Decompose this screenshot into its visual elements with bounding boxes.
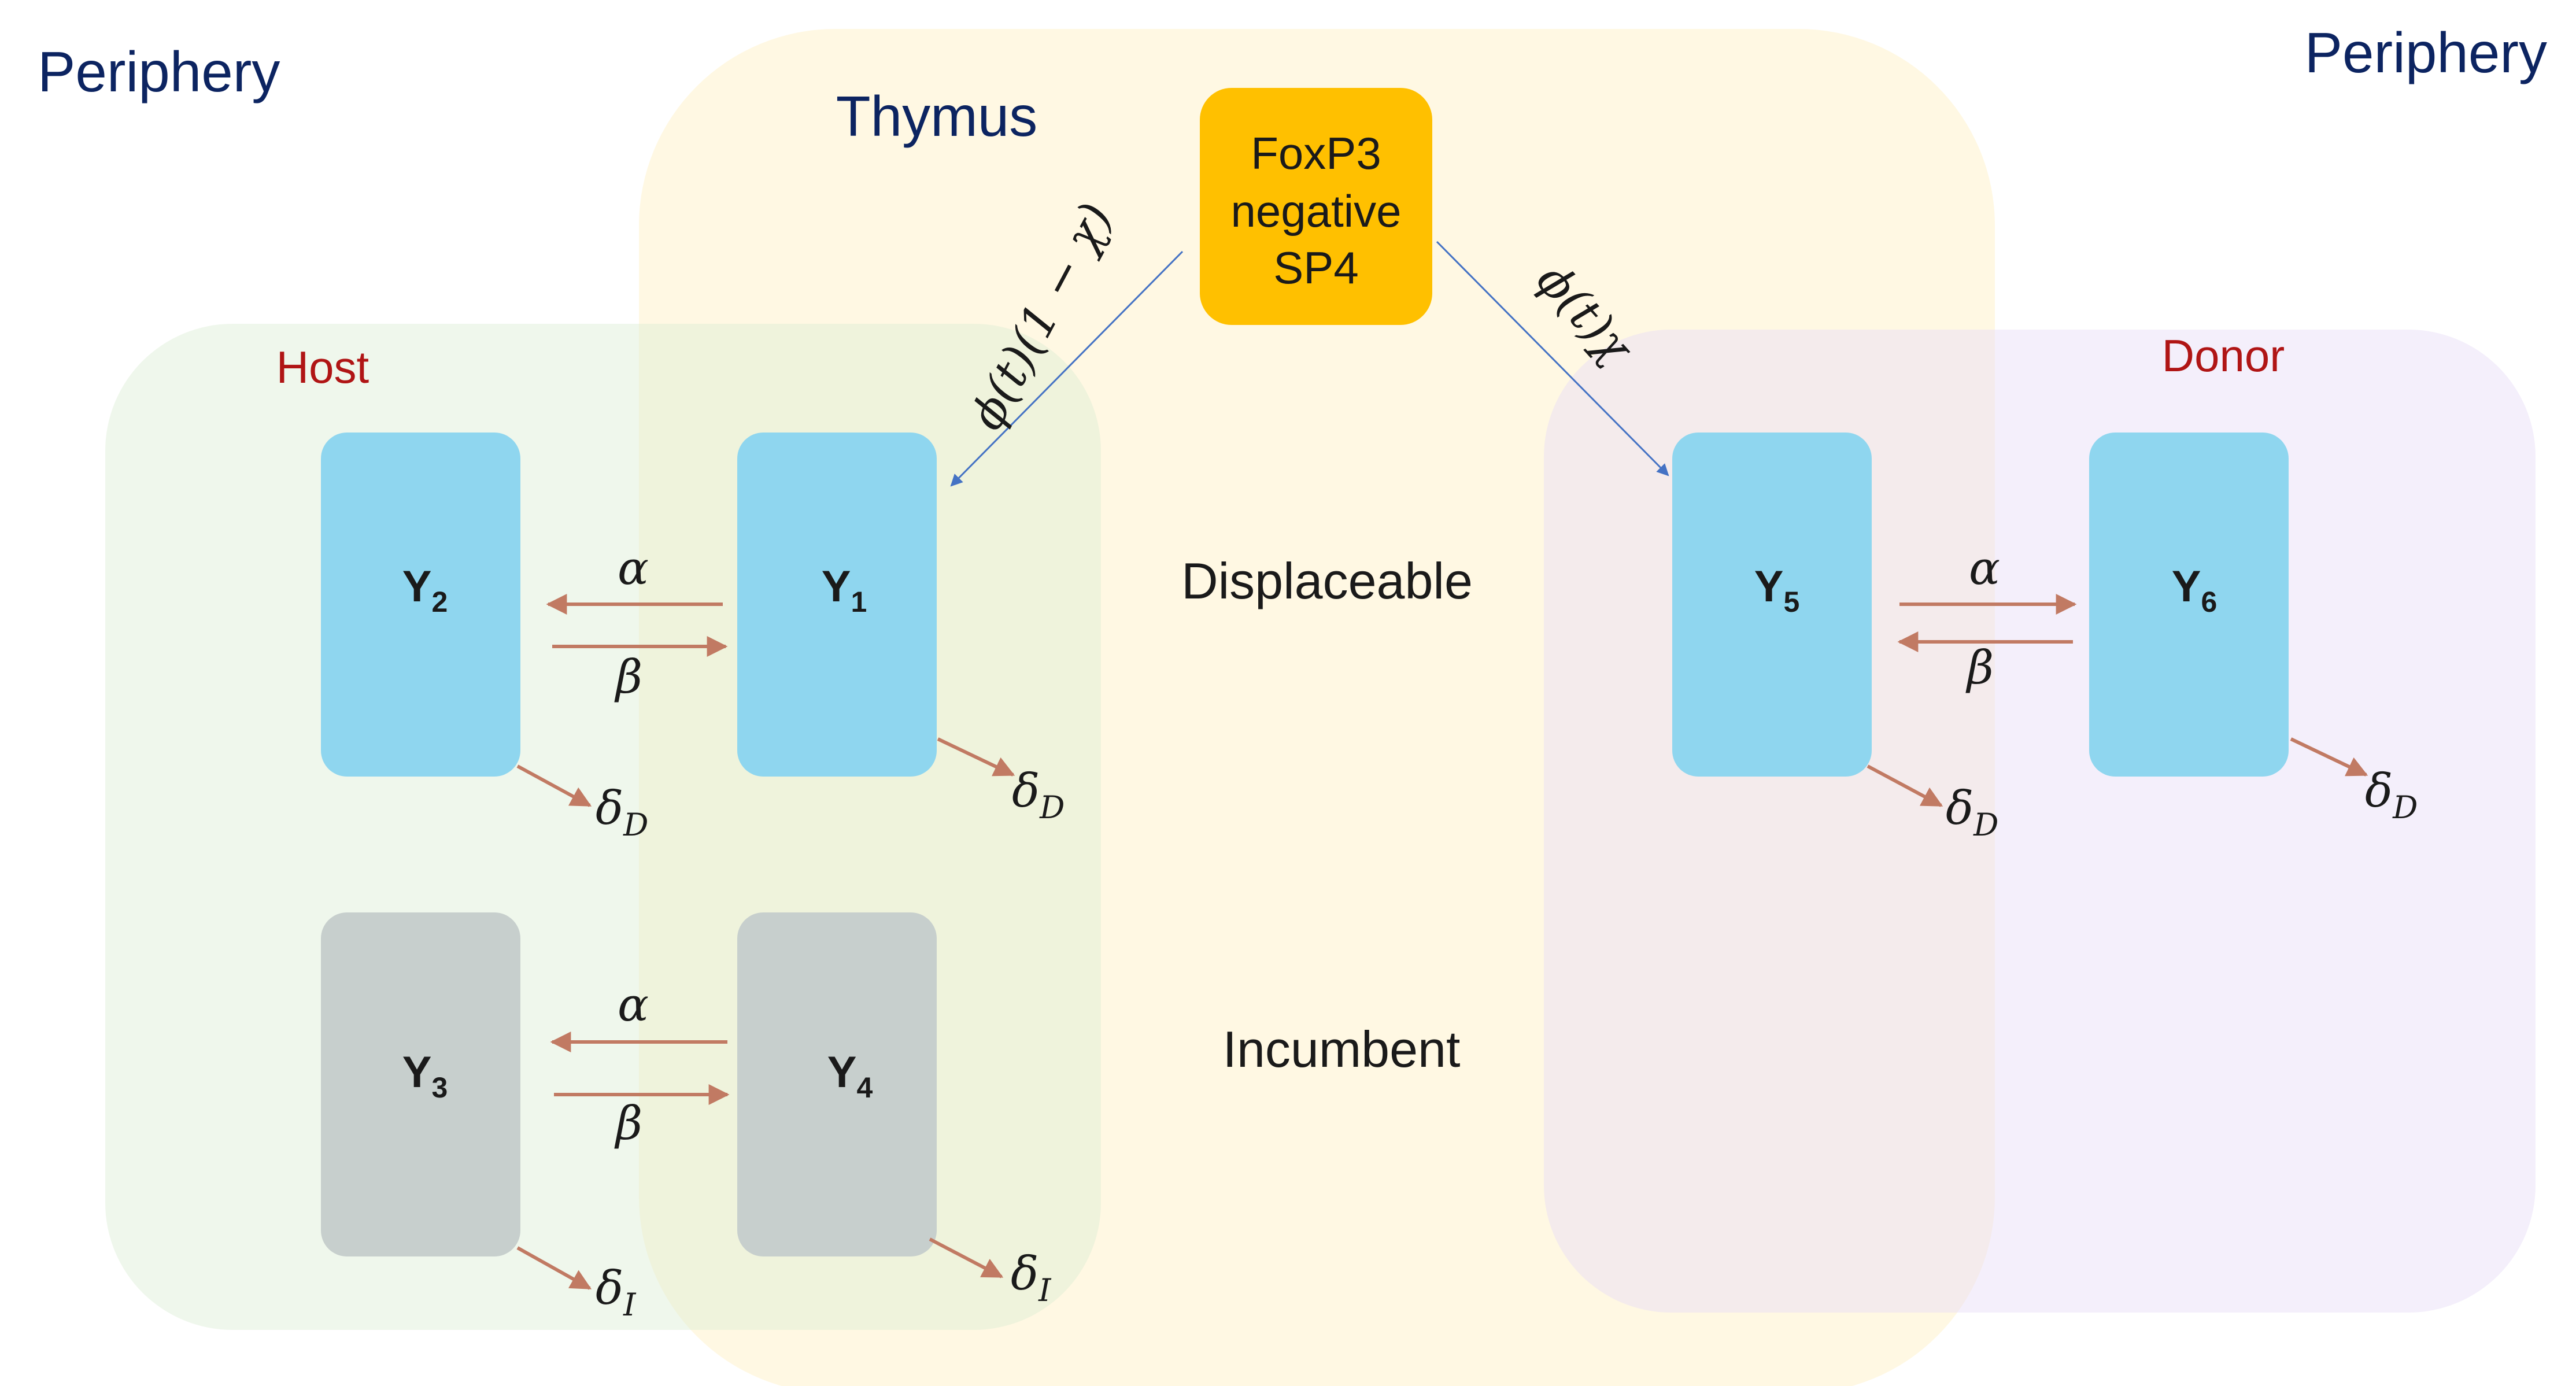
delta-label-y3: δI — [596, 1261, 637, 1323]
foxp3-negative-sp4-box — [1200, 88, 1432, 325]
alpha-label-y5-y6: α — [1969, 541, 2000, 595]
loss-arrow-y6 — [2290, 737, 2368, 777]
source-line-1: FoxP3 — [1251, 128, 1381, 179]
y3-label: Y3 — [402, 1048, 448, 1104]
y3-box — [321, 912, 520, 1256]
periphery-right-label: Periphery — [2305, 21, 2547, 84]
loss-arrow-y4 — [929, 1237, 1004, 1278]
source-line-2: negative — [1231, 186, 1402, 236]
y5-box — [1672, 433, 1872, 777]
delta-label-y6: δD — [2365, 764, 2418, 826]
delta-label-y4: δI — [1011, 1247, 1052, 1309]
y5-label: Y5 — [1754, 562, 1800, 618]
displaceable-label: Displaceable — [1181, 552, 1473, 609]
y1-box — [737, 433, 937, 777]
influx-arrow-host — [950, 250, 1184, 487]
periphery-left-label: Periphery — [38, 40, 280, 104]
y2-box — [321, 433, 520, 777]
donor-label: Donor — [2162, 330, 2285, 381]
y2-label: Y2 — [402, 562, 448, 618]
loss-arrow-y5 — [1867, 764, 1943, 807]
delta-label-y2: δD — [596, 781, 648, 843]
y4-label: Y4 — [827, 1048, 873, 1104]
alpha-label-y4-y3: α — [618, 978, 649, 1032]
delta-label-y5: δD — [1946, 781, 1998, 843]
beta-label-y3-y4: β — [614, 1096, 642, 1150]
beta-label-y6-y5: β — [1965, 641, 1994, 694]
host-label: Host — [276, 342, 369, 393]
y1-label: Y1 — [822, 562, 867, 618]
loss-arrow-y3 — [516, 1246, 592, 1290]
alpha-label-y1-y2: α — [618, 541, 649, 595]
source-line-3: SP4 — [1273, 242, 1358, 293]
thymus-region — [639, 29, 1995, 1386]
y4-box — [737, 912, 937, 1256]
thymus-label: Thymus — [836, 84, 1038, 148]
y6-box — [2089, 433, 2289, 777]
influx-arrow-donor — [1436, 241, 1669, 476]
loss-arrow-y2 — [516, 764, 592, 807]
loss-arrow-y1 — [937, 737, 1015, 777]
beta-label-y2-y1: β — [614, 650, 642, 704]
incumbent-label: Incumbent — [1223, 1021, 1461, 1078]
y6-label: Y6 — [2172, 562, 2217, 618]
delta-label-y1: δD — [1012, 764, 1065, 826]
